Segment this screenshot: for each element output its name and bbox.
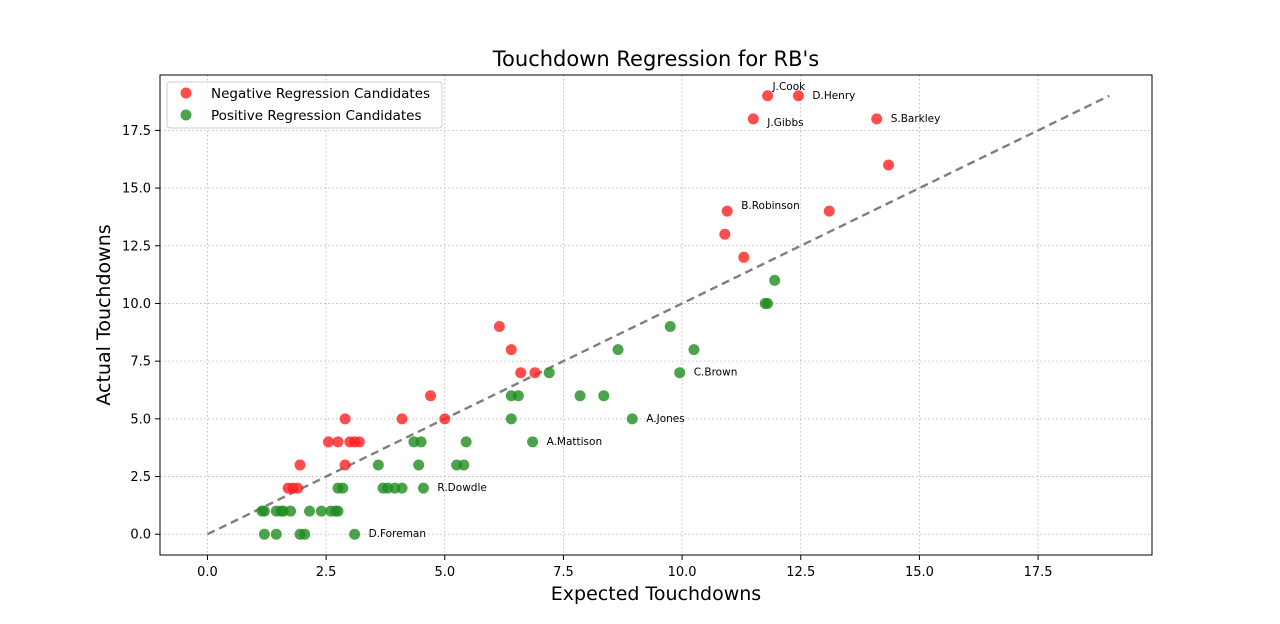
plot-frame xyxy=(159,74,1153,556)
negative-regression-point xyxy=(322,436,334,448)
positive-regression-point xyxy=(512,390,524,402)
positive-regression-point xyxy=(664,321,676,333)
positive-regression-point xyxy=(574,390,586,402)
negative-regression-point xyxy=(883,159,895,171)
x-tick-label: 12.5 xyxy=(786,565,815,580)
positive-regression-point xyxy=(598,390,610,402)
player-annotation: B.Robinson xyxy=(741,200,800,212)
negative-regression-point xyxy=(425,390,437,402)
y-tick-label: 0.0 xyxy=(130,528,151,543)
y-axis-label: Actual Touchdowns xyxy=(93,224,115,405)
x-tick-label: 17.5 xyxy=(1024,565,1053,580)
legend-box xyxy=(166,81,443,129)
positive-regression-point xyxy=(332,505,344,517)
y-tick-label: 10.0 xyxy=(122,297,151,312)
positive-regression-point xyxy=(285,505,297,517)
positive-regression-point xyxy=(769,274,781,286)
legend-entry: Positive Regression Candidates xyxy=(211,108,422,124)
chart-title: Touchdown Regression for RB's xyxy=(492,47,819,71)
negative-regression-point xyxy=(339,459,351,471)
negative-regression-point xyxy=(792,90,804,102)
negative-regression-point xyxy=(529,367,541,379)
negative-regression-point xyxy=(747,113,759,125)
negative-regression-point xyxy=(721,205,733,217)
player-annotation: A.Mattison xyxy=(547,436,603,448)
x-tick-label: 15.0 xyxy=(905,565,934,580)
player-annotation: J.Cook xyxy=(772,81,807,93)
positive-regression-point xyxy=(674,367,686,379)
player-annotation: J.Gibbs xyxy=(766,117,803,129)
negative-regression-point xyxy=(332,436,344,448)
points-layer xyxy=(256,90,895,540)
negative-regression-point xyxy=(292,482,304,494)
negative-regression-point xyxy=(762,90,774,102)
positive-regression-point xyxy=(315,505,327,517)
negative-regression-point xyxy=(871,113,883,125)
grid-layer xyxy=(160,75,1152,555)
negative-regression-point xyxy=(294,459,306,471)
positive-regression-point xyxy=(460,436,472,448)
positive-regression-point xyxy=(626,413,638,425)
x-axis-label: Expected Touchdowns xyxy=(551,583,761,605)
positive-regression-point xyxy=(527,436,539,448)
negative-regression-point xyxy=(515,367,527,379)
x-tick-label: 5.0 xyxy=(434,565,455,580)
x-tick-label: 7.5 xyxy=(553,565,574,580)
positive-regression-point xyxy=(270,528,282,540)
negative-regression-point xyxy=(353,436,365,448)
positive-regression-point xyxy=(413,459,425,471)
y-tick-label: 17.5 xyxy=(122,124,151,139)
negative-regression-point xyxy=(719,228,731,240)
y-tick-label: 15.0 xyxy=(122,182,151,197)
player-annotation: D.Henry xyxy=(812,90,855,102)
player-annotation: R.Dowdle xyxy=(437,482,486,494)
reference-line xyxy=(206,94,1110,536)
positive-regression-point xyxy=(417,482,429,494)
legend-entry: Negative Regression Candidates xyxy=(211,86,430,102)
negative-regression-point xyxy=(439,413,451,425)
positive-regression-point xyxy=(396,482,408,494)
player-annotation: S.Barkley xyxy=(891,113,941,125)
positive-regression-point xyxy=(258,505,270,517)
legend-marker xyxy=(180,109,192,121)
positive-regression-point xyxy=(612,344,624,356)
positive-regression-point xyxy=(337,482,349,494)
positive-regression-point xyxy=(258,528,270,540)
x-tick-label: 2.5 xyxy=(316,565,337,580)
legend: Negative Regression Candidates Positive R… xyxy=(166,81,443,129)
y-tick-label: 5.0 xyxy=(130,412,151,427)
positive-regression-point xyxy=(505,413,517,425)
y-tick-label: 2.5 xyxy=(130,470,151,485)
legend-marker xyxy=(180,87,192,99)
positive-regression-point xyxy=(304,505,316,517)
negative-regression-point xyxy=(505,344,517,356)
player-annotation: D.Foreman xyxy=(369,528,426,540)
positive-regression-point xyxy=(543,367,555,379)
positive-regression-point xyxy=(372,459,384,471)
negative-regression-point xyxy=(493,321,505,333)
negative-regression-point xyxy=(823,205,835,217)
positive-regression-point xyxy=(458,459,470,471)
positive-regression-point xyxy=(415,436,427,448)
ticks-layer: 0.0 2.5 5.0 7.5 10.0 12.5 15.0 17.5 0.0 2.5 5.0 7.5… xyxy=(122,124,1053,580)
x-tick-label: 0.0 xyxy=(197,565,218,580)
player-annotation: A.Jones xyxy=(646,413,684,425)
positive-regression-point xyxy=(349,528,361,540)
player-annotation: C.Brown xyxy=(694,367,738,379)
annotation-layer: J.Cook D.Henry J.Gibbs S.Barkley B.Robinson C… xyxy=(369,81,941,540)
x-tick-label: 10.0 xyxy=(668,565,697,580)
y-tick-label: 12.5 xyxy=(122,239,151,254)
negative-regression-point xyxy=(738,251,750,263)
negative-regression-point xyxy=(396,413,408,425)
negative-regression-point xyxy=(339,413,351,425)
positive-regression-point xyxy=(688,344,700,356)
positive-regression-point xyxy=(762,297,774,309)
positive-regression-point xyxy=(299,528,311,540)
y-tick-label: 7.5 xyxy=(130,355,151,370)
